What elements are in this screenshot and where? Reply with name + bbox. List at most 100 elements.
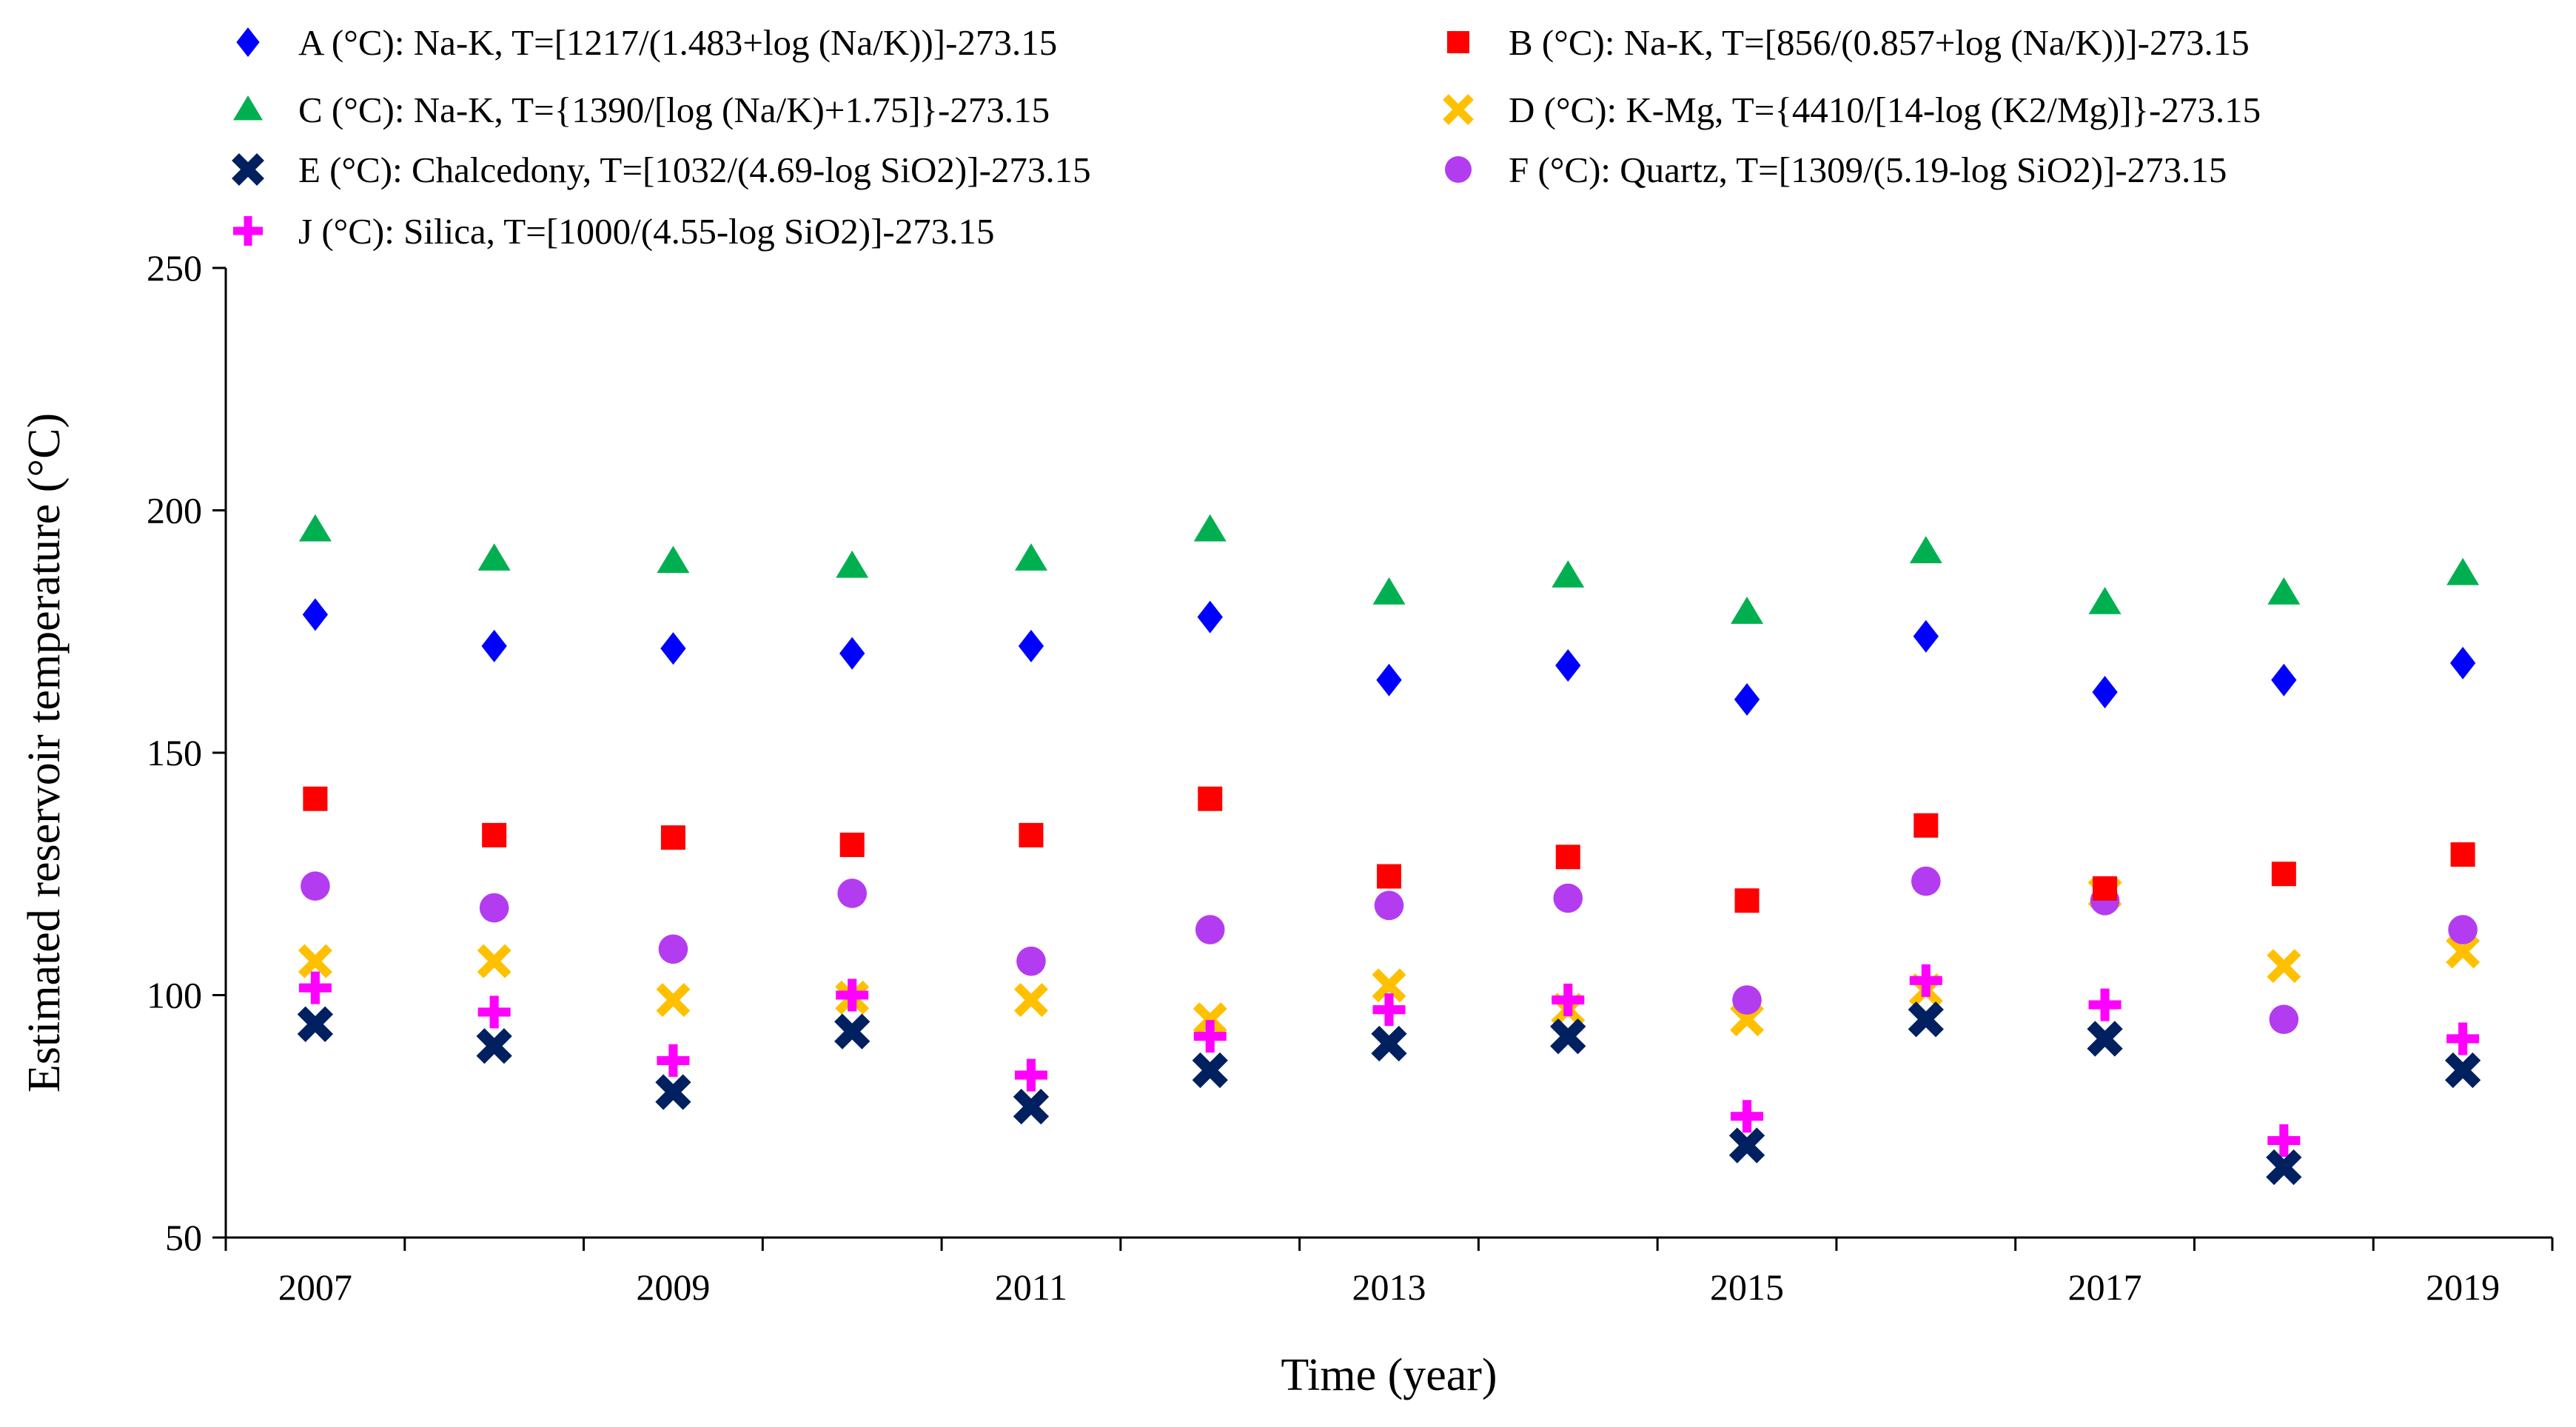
x-tick-label: 2009: [636, 1266, 710, 1308]
point-f-2016: [1911, 866, 1941, 896]
point-f-2009: [658, 934, 688, 964]
point-d-2012: [1193, 1002, 1227, 1037]
point-j-2011: [1014, 1058, 1047, 1092]
point-c-2015: [1731, 597, 1764, 624]
point-c-2013: [1372, 577, 1406, 605]
y-axis-title: Estimated reservoir temperature (°C): [19, 413, 70, 1092]
point-d-2013: [1372, 968, 1406, 1003]
point-b-2017: [2093, 876, 2118, 901]
point-c-2009: [657, 545, 690, 574]
point-d-2008: [477, 944, 511, 978]
point-f-2018: [2269, 1004, 2299, 1035]
point-j-2013: [1372, 993, 1406, 1027]
y-tick-label: 200: [147, 490, 202, 531]
point-c-2007: [298, 514, 332, 542]
point-a-2009: [660, 632, 686, 665]
point-a-2007: [302, 598, 329, 631]
point-b-2016: [1913, 813, 1939, 838]
point-j-2007: [298, 971, 332, 1004]
y-tick-label: 150: [147, 732, 202, 773]
point-e-2012: [1192, 1052, 1228, 1089]
legend-marker-c: [233, 95, 263, 121]
point-j-2015: [1731, 1100, 1764, 1133]
point-d-2019: [2446, 934, 2481, 969]
point-b-2015: [1734, 888, 1760, 913]
point-e-2018: [2266, 1149, 2302, 1186]
point-a-2010: [839, 637, 865, 670]
y-tick-label: 50: [165, 1217, 202, 1258]
point-e-2009: [655, 1074, 691, 1110]
point-j-2019: [2446, 1022, 2480, 1055]
point-b-2013: [1377, 864, 1401, 889]
point-f-2013: [1374, 890, 1404, 921]
point-f-2015: [1732, 985, 1762, 1015]
data-points: [297, 514, 2481, 1186]
point-e-2013: [1371, 1025, 1407, 1062]
point-b-2010: [839, 832, 865, 857]
point-j-2018: [2267, 1124, 2301, 1157]
legend-marker-j: [233, 216, 263, 246]
point-a-2013: [1376, 663, 1402, 696]
point-e-2007: [297, 1006, 334, 1042]
point-a-2018: [2271, 663, 2297, 696]
point-f-2008: [479, 893, 509, 923]
point-a-2008: [481, 629, 507, 662]
point-a-2015: [1734, 682, 1760, 716]
point-j-2017: [2088, 988, 2121, 1021]
point-c-2010: [836, 550, 869, 578]
point-a-2016: [1913, 620, 1939, 653]
x-tick-label: 2017: [2068, 1266, 2142, 1308]
legend-label-j: J (°C): Silica, T=[1000/(4.55-log SiO2)]…: [298, 211, 995, 252]
point-j-2014: [1552, 984, 1585, 1017]
legend-label-b: B (°C): Na-K, T=[856/(0.857+log (Na/K))]…: [1509, 22, 2250, 63]
point-a-2019: [2449, 646, 2476, 679]
x-tick-label: 2015: [1710, 1266, 1784, 1308]
x-axis-title: Time (year): [1281, 1350, 1497, 1400]
x-tick-label: 2011: [995, 1266, 1067, 1308]
point-f-2014: [1553, 883, 1583, 913]
legend-label-c: C (°C): Na-K, T={1390/[log (Na/K)+1.75]}…: [298, 90, 1050, 130]
point-d-2009: [656, 983, 691, 1018]
point-c-2018: [2267, 577, 2301, 605]
legend-marker-b: [1447, 31, 1469, 53]
point-c-2014: [1552, 560, 1585, 588]
point-d-2018: [2267, 949, 2301, 984]
point-c-2016: [1909, 536, 1942, 564]
point-f-2007: [301, 871, 330, 901]
point-e-2014: [1550, 1018, 1586, 1055]
point-j-2010: [836, 978, 869, 1012]
legend-label-a: A (°C): Na-K, T=[1217/(1.483+log (Na/K))…: [298, 22, 1057, 63]
point-d-2011: [1013, 983, 1048, 1018]
point-f-2012: [1195, 915, 1225, 944]
point-c-2008: [477, 543, 511, 571]
x-tick-label: 2007: [278, 1266, 352, 1308]
point-f-2019: [2448, 915, 2478, 944]
point-f-2010: [837, 879, 867, 908]
legend-marker-a: [236, 27, 260, 57]
point-e-2015: [1728, 1127, 1765, 1164]
point-e-2017: [2087, 1021, 2123, 1057]
plot-axes: [224, 268, 2552, 1239]
point-j-2016: [1909, 964, 1942, 997]
y-tick-label: 100: [147, 975, 202, 1016]
point-a-2011: [1018, 629, 1044, 662]
point-a-2012: [1197, 600, 1223, 634]
point-j-2009: [657, 1044, 690, 1077]
point-a-2014: [1555, 649, 1581, 682]
point-b-2014: [1555, 845, 1580, 870]
point-c-2017: [2088, 587, 2121, 614]
legend-marker-f: [1445, 156, 1472, 183]
x-tick-label: 2013: [1352, 1266, 1426, 1308]
legend-label-e: E (°C): Chalcedony, T=[1032/(4.69-log Si…: [298, 150, 1091, 190]
y-tick-label: 250: [147, 247, 202, 289]
point-b-2012: [1198, 786, 1223, 811]
point-b-2009: [660, 825, 685, 850]
legend: A (°C): Na-K, T=[1217/(1.483+log (Na/K))…: [232, 22, 2261, 252]
point-j-2012: [1193, 1020, 1227, 1053]
point-b-2011: [1019, 822, 1044, 847]
point-b-2019: [2450, 842, 2475, 867]
axis-ticks: 50 100 150 200 250 2007 2009 2011 2013 2015 2017 20…: [147, 247, 2554, 1308]
point-d-2007: [298, 944, 332, 978]
point-e-2011: [1013, 1089, 1050, 1125]
